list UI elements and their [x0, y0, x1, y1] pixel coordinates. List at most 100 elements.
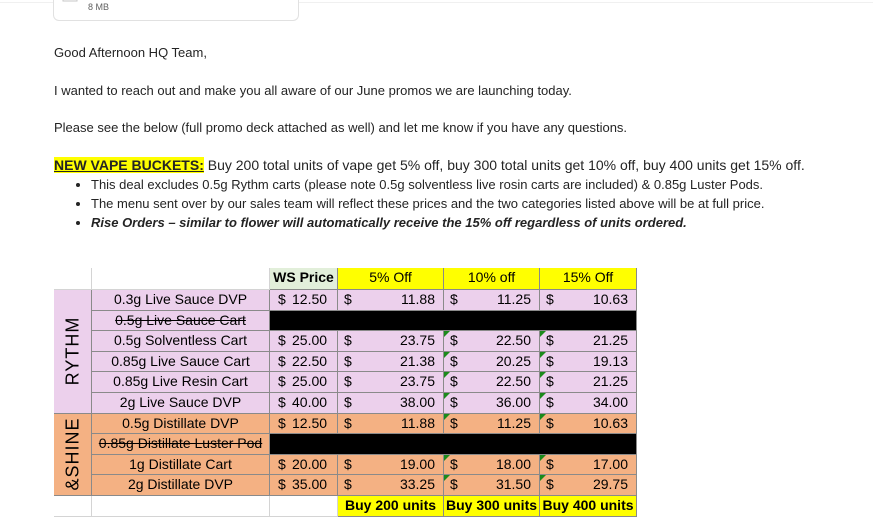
price-value: 40.00: [292, 394, 328, 410]
price-value: 11.25: [497, 414, 531, 431]
header-ws-price: WS Price: [270, 268, 338, 290]
price-cell-p15: $34.00: [540, 393, 637, 414]
price-value: 20.25: [495, 352, 531, 369]
currency-symbol: $: [450, 332, 458, 349]
price-cell-p15: $21.25: [540, 372, 637, 393]
price-cell-p15: $10.63: [540, 413, 637, 435]
error-indicator-icon: [540, 413, 546, 420]
price-value: 11.88: [401, 414, 435, 431]
price-value: 36.00: [495, 394, 531, 410]
price-cell-p5: $11.88: [338, 290, 444, 311]
empty-cell: [54, 268, 92, 290]
price-cell-p10: $31.50: [444, 475, 540, 496]
bullet-item: This deal excludes 0.5g Rythm carts (ple…: [91, 175, 764, 194]
group-label-text: &SHINE: [62, 417, 82, 491]
attachment-size: 8 MB: [88, 2, 110, 12]
product-name: 0.5g Distillate DVP: [92, 413, 270, 435]
currency-symbol: $: [546, 414, 554, 431]
error-indicator-icon: [444, 393, 450, 399]
price-value: 22.50: [495, 332, 531, 349]
currency-symbol: $: [450, 476, 458, 493]
product-name: 1g Distillate Cart: [92, 454, 270, 476]
price-value: 34.00: [592, 394, 628, 410]
product-name: 0.85g Live Resin Cart: [92, 372, 270, 393]
price-cell-p5: $23.75: [338, 372, 444, 393]
currency-symbol: $: [344, 291, 352, 307]
header-10-off: 10% off: [444, 268, 540, 290]
group-label-shine: &SHINE: [54, 413, 92, 496]
price-value: 21.38: [399, 352, 435, 369]
price-cell-p5: $21.38: [338, 351, 444, 373]
footer-buy-300: Buy 300 units: [444, 496, 540, 517]
group-label-rythm: RYTHM: [54, 290, 92, 414]
price-cell-ws: $12.50: [270, 290, 338, 311]
price-value: 29.75: [592, 476, 628, 493]
currency-symbol: $: [278, 291, 286, 307]
price-cell-p10: $11.25: [444, 290, 540, 311]
price-value: 19.00: [399, 455, 435, 472]
price-cell-p15: $10.63: [540, 290, 637, 311]
error-indicator-icon: [444, 351, 450, 358]
price-value: 23.75: [399, 332, 435, 349]
error-indicator-icon: [540, 372, 546, 379]
price-cell-ws: $40.00: [270, 393, 338, 414]
header-5-off: 5% Off: [338, 268, 444, 290]
price-cell-p15: $19.13: [540, 351, 637, 373]
email-line-2: Please see the below (full promo deck at…: [54, 120, 628, 135]
currency-symbol: $: [546, 291, 554, 307]
bullet-item: Rise Orders – similar to flower will aut…: [91, 213, 764, 232]
currency-symbol: $: [546, 455, 554, 472]
price-cell-p5: $33.25: [338, 475, 444, 496]
price-value: 20.00: [292, 455, 328, 472]
price-cell-ws: $25.00: [270, 372, 338, 393]
price-cell-p10: $22.50: [444, 372, 540, 393]
empty-cell: [92, 268, 270, 290]
price-value: 12.50: [292, 414, 328, 431]
currency-symbol: $: [546, 394, 554, 410]
price-cell-ws: $35.00: [270, 475, 338, 496]
price-cell-p15: $17.00: [540, 454, 637, 476]
currency-symbol: $: [278, 394, 286, 410]
price-cell-p10: $18.00: [444, 454, 540, 476]
empty-cell: [92, 496, 270, 517]
currency-symbol: $: [278, 332, 286, 349]
price-cell-ws: $20.00: [270, 454, 338, 476]
price-cell-p15: $29.75: [540, 475, 637, 496]
price-value: 19.13: [592, 352, 628, 369]
file-icon: [62, 0, 78, 2]
footer-buy-400: Buy 400 units: [540, 496, 637, 517]
currency-symbol: $: [344, 394, 352, 410]
product-name: 2g Live Sauce DVP: [92, 393, 270, 414]
error-indicator-icon: [444, 372, 450, 379]
currency-symbol: $: [278, 455, 286, 472]
error-indicator-icon: [540, 454, 546, 461]
currency-symbol: $: [278, 476, 286, 493]
product-name: 0.85g Live Sauce Cart: [92, 351, 270, 373]
error-indicator-icon: [444, 475, 450, 482]
price-value: 25.00: [292, 373, 328, 390]
currency-symbol: $: [278, 414, 286, 431]
price-value: 22.50: [292, 352, 328, 369]
product-name: 2g Distillate DVP: [92, 475, 270, 496]
price-value: 12.50: [292, 291, 328, 307]
attachment-card[interactable]: 8 MB: [53, 0, 299, 21]
bullet-list: This deal excludes 0.5g Rythm carts (ple…: [54, 175, 764, 232]
price-cell-p10: $36.00: [444, 393, 540, 414]
currency-symbol: $: [344, 476, 352, 493]
product-name: 0.5g Solventless Cart: [92, 331, 270, 352]
price-cell-ws: $12.50: [270, 413, 338, 435]
price-cell-p10: $22.50: [444, 331, 540, 352]
price-value: 35.00: [292, 476, 328, 493]
price-value: 21.25: [592, 373, 628, 390]
error-indicator-icon: [540, 351, 546, 358]
bullet-item: The menu sent over by our sales team wil…: [91, 194, 764, 213]
price-cell-p5: $19.00: [338, 454, 444, 476]
price-cell-p5: $23.75: [338, 331, 444, 352]
error-indicator-icon: [444, 454, 450, 461]
error-indicator-icon: [444, 413, 450, 420]
excluded-row-blackout: [270, 310, 637, 332]
currency-symbol: $: [546, 352, 554, 369]
currency-symbol: $: [546, 332, 554, 349]
currency-symbol: $: [344, 414, 352, 431]
excluded-row-blackout: [270, 434, 637, 455]
